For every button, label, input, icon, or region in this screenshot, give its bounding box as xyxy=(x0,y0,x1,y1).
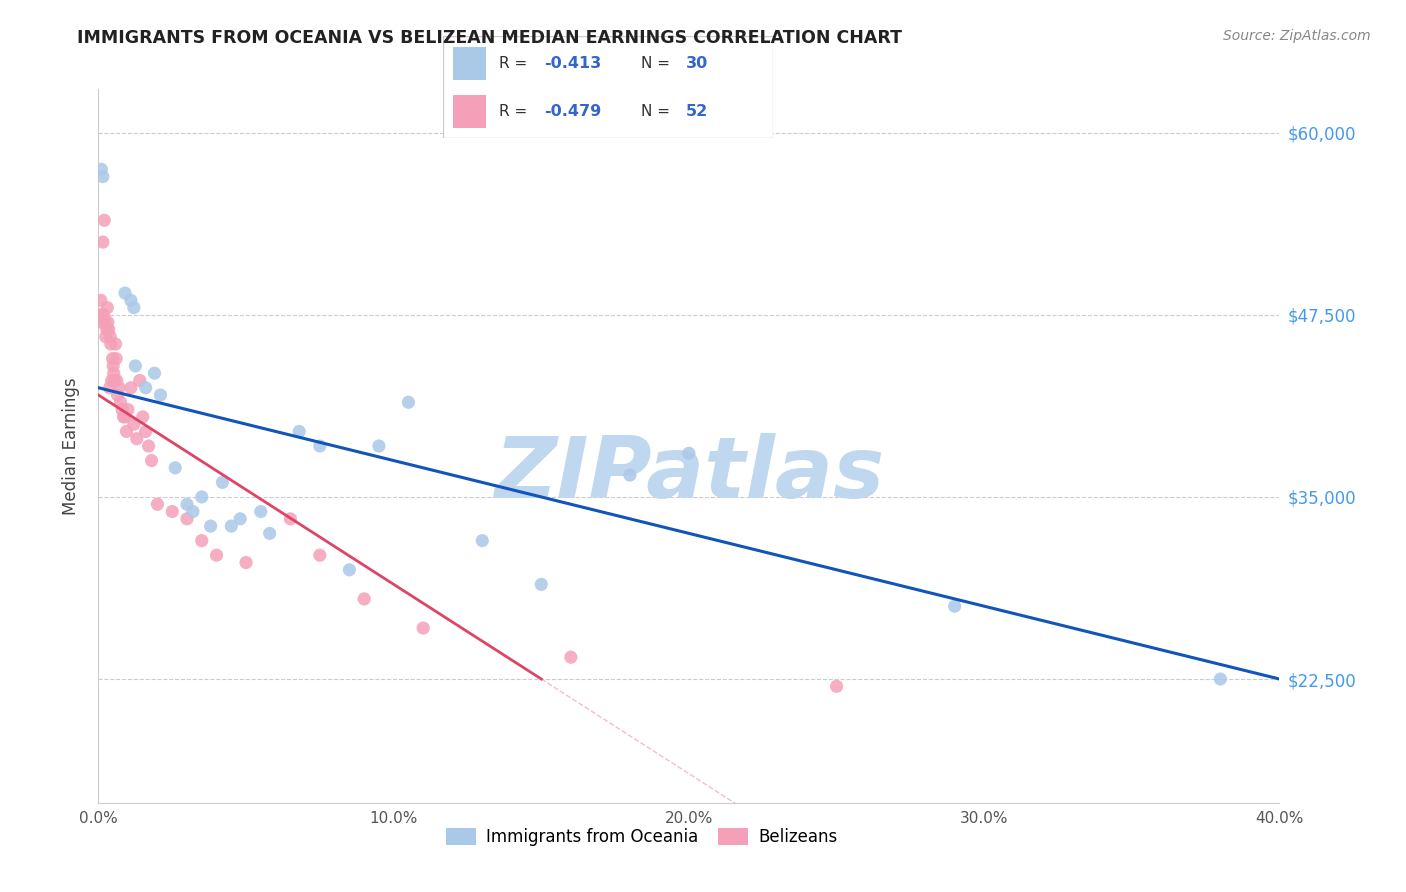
Text: IMMIGRANTS FROM OCEANIA VS BELIZEAN MEDIAN EARNINGS CORRELATION CHART: IMMIGRANTS FROM OCEANIA VS BELIZEAN MEDI… xyxy=(77,29,903,46)
Point xyxy=(91,169,114,184)
Point xyxy=(96,322,118,336)
Point xyxy=(98,330,121,344)
Point xyxy=(120,293,142,308)
Y-axis label: Median Earnings: Median Earnings xyxy=(62,377,80,515)
Text: Source: ZipAtlas.com: Source: ZipAtlas.com xyxy=(1223,29,1371,43)
Point xyxy=(122,417,145,432)
Text: -0.413: -0.413 xyxy=(544,56,600,70)
Point xyxy=(165,460,187,475)
Point xyxy=(471,533,494,548)
Point xyxy=(229,512,252,526)
Text: N =: N = xyxy=(641,56,675,70)
Point xyxy=(97,315,120,329)
Point xyxy=(111,402,134,417)
Bar xyxy=(453,95,486,128)
Point xyxy=(91,235,114,249)
Point xyxy=(98,381,121,395)
Point xyxy=(97,322,120,336)
Point xyxy=(90,162,112,177)
Point xyxy=(122,301,145,315)
Point xyxy=(101,351,124,366)
Point xyxy=(353,591,375,606)
Point xyxy=(143,366,166,380)
Point xyxy=(115,425,138,439)
Point xyxy=(138,439,160,453)
Point xyxy=(943,599,966,614)
Text: R =: R = xyxy=(499,56,533,70)
Point xyxy=(117,402,139,417)
Point xyxy=(149,388,172,402)
Point xyxy=(125,432,148,446)
Point xyxy=(176,497,198,511)
Text: 30: 30 xyxy=(686,56,709,70)
Point xyxy=(619,468,641,483)
Point xyxy=(560,650,582,665)
Point xyxy=(103,359,125,373)
Point xyxy=(211,475,233,490)
Point xyxy=(825,679,848,693)
Point xyxy=(1209,672,1232,686)
Point xyxy=(114,286,136,301)
FancyBboxPatch shape xyxy=(443,36,773,138)
Point xyxy=(200,519,222,533)
Point xyxy=(108,381,131,395)
Point xyxy=(398,395,420,409)
Point xyxy=(162,504,183,518)
Point xyxy=(141,453,163,467)
Point xyxy=(100,337,122,351)
Point xyxy=(235,556,257,570)
Point xyxy=(120,381,142,395)
Point xyxy=(107,388,129,402)
Point xyxy=(181,504,204,518)
Point xyxy=(103,366,125,380)
Point xyxy=(339,563,361,577)
Point xyxy=(146,497,169,511)
Point xyxy=(124,359,146,373)
Text: N =: N = xyxy=(641,104,675,120)
Point xyxy=(280,512,302,526)
Point xyxy=(191,490,214,504)
Point xyxy=(678,446,700,460)
Point xyxy=(104,374,127,388)
Point xyxy=(93,213,115,227)
Text: R =: R = xyxy=(499,104,533,120)
Point xyxy=(96,301,118,315)
Point xyxy=(205,548,228,562)
Point xyxy=(368,439,391,453)
Point xyxy=(250,504,273,518)
Point xyxy=(309,548,332,562)
Point xyxy=(90,293,112,308)
Point xyxy=(128,374,150,388)
Point xyxy=(110,395,132,409)
Bar xyxy=(453,47,486,79)
Point xyxy=(104,337,127,351)
Point xyxy=(94,315,117,329)
Point xyxy=(530,577,553,591)
Point xyxy=(191,533,214,548)
Point xyxy=(89,308,111,322)
Text: ZIPatlas: ZIPatlas xyxy=(494,433,884,516)
Legend: Immigrants from Oceania, Belizeans: Immigrants from Oceania, Belizeans xyxy=(439,822,844,853)
Point xyxy=(93,308,115,322)
Text: 52: 52 xyxy=(686,104,709,120)
Point xyxy=(176,512,198,526)
Point xyxy=(221,519,243,533)
Point xyxy=(309,439,332,453)
Point xyxy=(105,351,128,366)
Point xyxy=(112,409,135,424)
Point xyxy=(259,526,281,541)
Point xyxy=(105,374,128,388)
Point xyxy=(412,621,434,635)
Point xyxy=(114,409,136,424)
Point xyxy=(90,315,112,329)
Point xyxy=(132,409,155,424)
Point xyxy=(94,330,117,344)
Point xyxy=(135,381,157,395)
Point xyxy=(100,374,122,388)
Point xyxy=(135,425,157,439)
Text: -0.479: -0.479 xyxy=(544,104,600,120)
Point xyxy=(288,425,311,439)
Point xyxy=(91,308,114,322)
